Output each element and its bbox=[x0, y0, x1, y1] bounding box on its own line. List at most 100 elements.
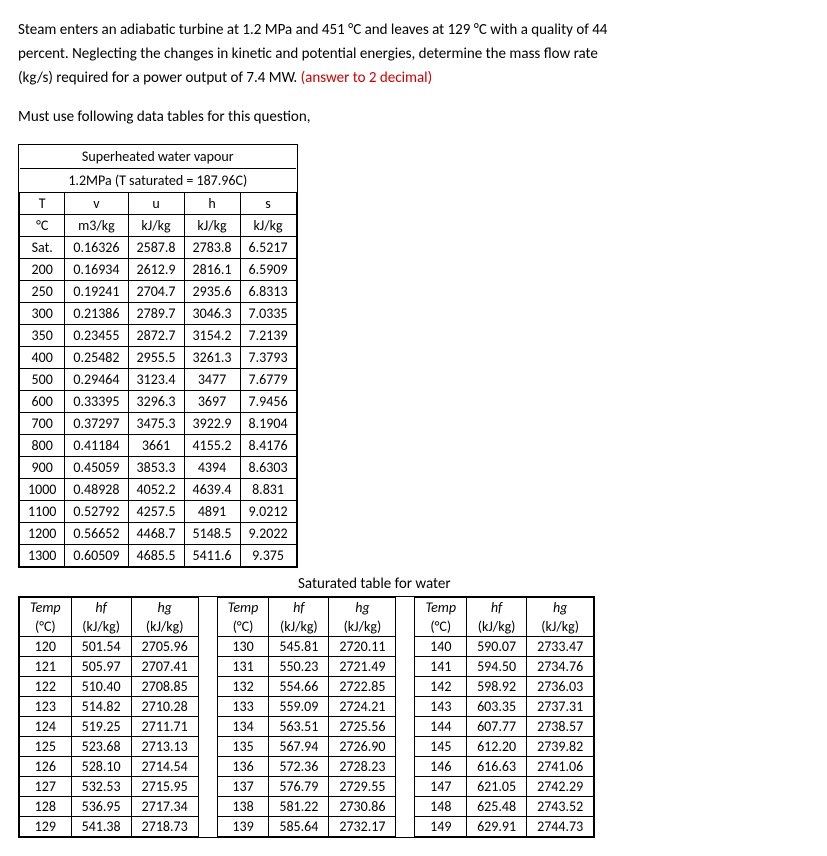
sat-unit-cell: (°C) bbox=[20, 617, 72, 637]
table-cell: 8.4176 bbox=[240, 435, 296, 457]
sh-unit-cell: °C bbox=[20, 215, 65, 237]
table-cell: 145 bbox=[415, 737, 467, 757]
sat-header-cell: hg bbox=[527, 598, 594, 618]
sat-header-cell: Temp bbox=[415, 598, 467, 618]
table-cell: 532.53 bbox=[71, 777, 131, 797]
table-row: 3500.234552872.73154.27.2139 bbox=[20, 325, 297, 347]
sat-header-cell: hg bbox=[131, 598, 198, 618]
table-cell: 3046.3 bbox=[184, 303, 240, 325]
table-cell: 0.41184 bbox=[65, 435, 128, 457]
table-cell: 2718.73 bbox=[131, 817, 198, 837]
table-cell: 127 bbox=[20, 777, 72, 797]
table-cell: 7.3793 bbox=[240, 347, 296, 369]
sh-unit-cell: kJ/kg bbox=[240, 215, 296, 237]
table-cell: 2742.29 bbox=[527, 777, 594, 797]
table-cell: 2704.7 bbox=[128, 281, 184, 303]
saturated-table-2: Temphfhg(°C)(kJ/kg)(kJ/kg)130545.812720.… bbox=[217, 597, 397, 837]
table-cell: 9.2022 bbox=[240, 523, 296, 545]
problem-line3a: (kg/s) required for a power output of 7.… bbox=[18, 69, 301, 87]
sat-header-cell: hf bbox=[71, 598, 131, 618]
table-cell: 129 bbox=[20, 817, 72, 837]
table-cell: 7.2139 bbox=[240, 325, 296, 347]
table-cell: 200 bbox=[20, 259, 65, 281]
sat-header-cell: hf bbox=[269, 598, 329, 618]
table-cell: 629.91 bbox=[467, 817, 527, 837]
table-cell: 2707.41 bbox=[131, 657, 198, 677]
table-cell: 800 bbox=[20, 435, 65, 457]
table-cell: 2816.1 bbox=[184, 259, 240, 281]
table-cell: 138 bbox=[217, 797, 269, 817]
table-cell: 2729.55 bbox=[329, 777, 396, 797]
sat-header-cell: Temp bbox=[217, 598, 269, 618]
table-row: 123514.822710.28 bbox=[20, 697, 199, 717]
sat-header-cell: hf bbox=[467, 598, 527, 618]
superheated-table: Superheated water vapour 1.2MPa (T satur… bbox=[19, 145, 297, 567]
table-row: 6000.333953296.336977.9456 bbox=[20, 391, 297, 413]
table-cell: 2714.54 bbox=[131, 757, 198, 777]
table-cell: 2713.13 bbox=[131, 737, 198, 757]
table-cell: 2728.23 bbox=[329, 757, 396, 777]
table-cell: 0.52792 bbox=[65, 501, 128, 523]
table-row: 120501.542705.96 bbox=[20, 637, 199, 657]
table-row: 7000.372973475.33922.98.1904 bbox=[20, 413, 297, 435]
sh-header-cell: T bbox=[20, 193, 65, 215]
saturated-title: Saturated table for water bbox=[18, 572, 595, 596]
sh-header-cell: v bbox=[65, 193, 128, 215]
sat-unit-cell: (kJ/kg) bbox=[131, 617, 198, 637]
table-row: 11000.527924257.548919.0212 bbox=[20, 501, 297, 523]
table-cell: 700 bbox=[20, 413, 65, 435]
table-cell: 9.0212 bbox=[240, 501, 296, 523]
table-row: 149629.912744.73 bbox=[415, 817, 594, 837]
table-cell: 501.54 bbox=[71, 637, 131, 657]
sat-header-cell: hg bbox=[329, 598, 396, 618]
table-row: 121505.972707.41 bbox=[20, 657, 199, 677]
table-cell: 2733.47 bbox=[527, 637, 594, 657]
table-cell: 523.68 bbox=[71, 737, 131, 757]
table-row: 134563.512725.56 bbox=[217, 717, 396, 737]
table-cell: 2720.11 bbox=[329, 637, 396, 657]
table-cell: 123 bbox=[20, 697, 72, 717]
superheated-table-box: Superheated water vapour 1.2MPa (T satur… bbox=[18, 144, 298, 568]
table-cell: 148 bbox=[415, 797, 467, 817]
table-cell: 603.35 bbox=[467, 697, 527, 717]
table-row: 126528.102714.54 bbox=[20, 757, 199, 777]
table-cell: 514.82 bbox=[71, 697, 131, 717]
sh-header-cell: u bbox=[128, 193, 184, 215]
table-cell: 4052.2 bbox=[128, 479, 184, 501]
table-cell: 9.375 bbox=[240, 545, 296, 567]
table-row: 10000.489284052.24639.48.831 bbox=[20, 479, 297, 501]
table-row: 144607.772738.57 bbox=[415, 717, 594, 737]
table-cell: 2710.28 bbox=[131, 697, 198, 717]
table-cell: 300 bbox=[20, 303, 65, 325]
table-cell: 4257.5 bbox=[128, 501, 184, 523]
table-cell: 572.36 bbox=[269, 757, 329, 777]
table-cell: 0.37297 bbox=[65, 413, 128, 435]
table-cell: 2717.34 bbox=[131, 797, 198, 817]
table-cell: 2789.7 bbox=[128, 303, 184, 325]
table-cell: 134 bbox=[217, 717, 269, 737]
table-cell: 2722.85 bbox=[329, 677, 396, 697]
table-row: 137576.792729.55 bbox=[217, 777, 396, 797]
table-cell: 2743.52 bbox=[527, 797, 594, 817]
table-cell: 0.60509 bbox=[65, 545, 128, 567]
table-cell: 2738.57 bbox=[527, 717, 594, 737]
table-cell: 2724.21 bbox=[329, 697, 396, 717]
table-row: 2000.169342612.92816.16.5909 bbox=[20, 259, 297, 281]
table-row: 145612.202739.82 bbox=[415, 737, 594, 757]
table-row: 8000.4118436614155.28.4176 bbox=[20, 435, 297, 457]
table-cell: 5148.5 bbox=[184, 523, 240, 545]
sat-header-cell: Temp bbox=[20, 598, 72, 618]
table-row: 136572.362728.23 bbox=[217, 757, 396, 777]
table-row: 130545.812720.11 bbox=[217, 637, 396, 657]
table-cell: 139 bbox=[217, 817, 269, 837]
table-cell: 576.79 bbox=[269, 777, 329, 797]
table-cell: 500 bbox=[20, 369, 65, 391]
superheated-header-row1: Tvuhs bbox=[20, 193, 297, 215]
table-cell: 3853.3 bbox=[128, 457, 184, 479]
table-cell: 607.77 bbox=[467, 717, 527, 737]
saturated-tables-row: Temphfhg(°C)(kJ/kg)(kJ/kg)120501.542705.… bbox=[18, 596, 595, 838]
table-cell: 250 bbox=[20, 281, 65, 303]
table-row: 142598.922736.03 bbox=[415, 677, 594, 697]
table-row: Sat.0.163262587.82783.86.5217 bbox=[20, 237, 297, 259]
table-cell: 519.25 bbox=[71, 717, 131, 737]
